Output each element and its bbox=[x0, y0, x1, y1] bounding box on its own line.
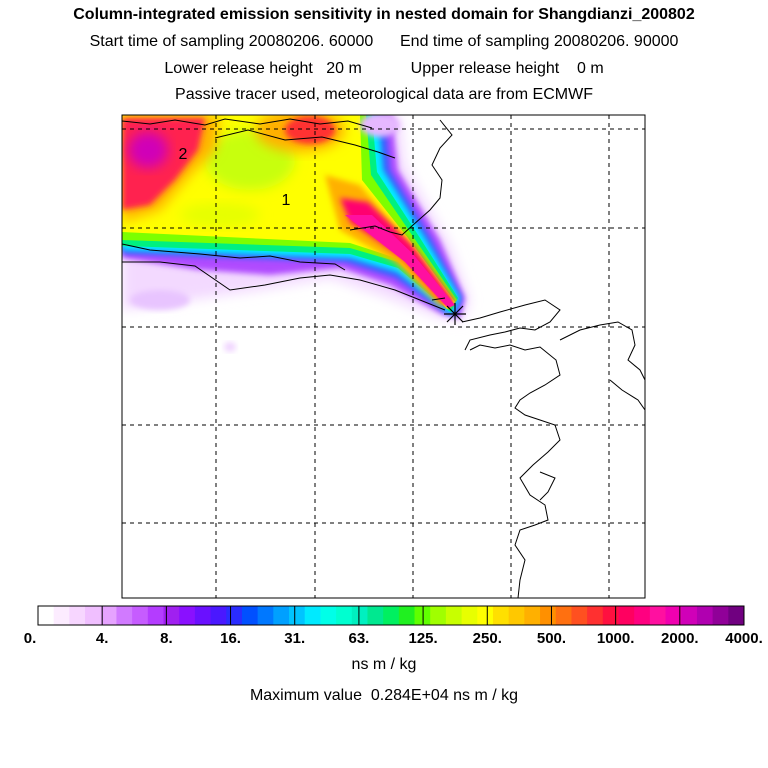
colorbar-swatch bbox=[555, 606, 572, 625]
colorbar-swatch bbox=[336, 606, 353, 625]
colorbar-swatch bbox=[116, 606, 133, 625]
colorbar-swatch bbox=[289, 606, 306, 625]
colorbar-swatch bbox=[587, 606, 604, 625]
colorbar-outline bbox=[37, 605, 745, 626]
plot-title: Column-integrated emission sensitivity i… bbox=[73, 6, 695, 23]
colorbar-swatch bbox=[681, 606, 698, 625]
colorbar-swatch bbox=[241, 606, 259, 625]
asterisk-marker bbox=[444, 303, 466, 325]
colorbar-swatch bbox=[430, 606, 447, 625]
release-height-line: Lower release height 20 m Upper release … bbox=[164, 60, 604, 77]
colorbar-swatch bbox=[540, 606, 557, 625]
colorbar-swatch bbox=[304, 606, 321, 625]
colorbar-swatch bbox=[53, 606, 70, 625]
colorbar-swatch bbox=[649, 606, 667, 625]
colorbar-swatch bbox=[383, 606, 400, 625]
colorbar-swatch bbox=[728, 606, 745, 625]
colorbar-swatch bbox=[351, 606, 368, 625]
colorbar-swatch bbox=[367, 606, 384, 625]
colorbar-swatch bbox=[69, 606, 86, 625]
graticule bbox=[122, 115, 645, 598]
colorbar-swatch bbox=[477, 606, 494, 625]
colorbar-swatch bbox=[273, 606, 290, 625]
colorbar-swatch bbox=[100, 606, 117, 625]
colorbar-tick-label: 2000. bbox=[661, 630, 699, 647]
colorbar-swatch bbox=[132, 606, 149, 625]
colorbar-swatch bbox=[696, 606, 714, 625]
region-label-1: 1 bbox=[282, 192, 291, 209]
colorbar bbox=[37, 605, 745, 626]
colorbar-swatch bbox=[147, 606, 165, 625]
colorbar-tick-label: 8. bbox=[160, 630, 173, 647]
colorbar-tick-label: 0. bbox=[23, 630, 37, 647]
colorbar-swatch bbox=[461, 606, 478, 625]
colorbar-swatch bbox=[257, 606, 274, 625]
colorbar-swatch bbox=[163, 606, 180, 625]
colorbar-swatch bbox=[226, 606, 243, 625]
colorbar-swatch bbox=[179, 606, 196, 625]
colorbar-swatch bbox=[634, 606, 651, 625]
colorbar-tick-label: 250. bbox=[472, 630, 502, 647]
maximum-value-text: Maximum value 0.284E+04 ns m / kg bbox=[249, 687, 519, 704]
colorbar-swatch bbox=[194, 606, 212, 625]
coastlines bbox=[122, 118, 645, 598]
colorbar-tick-label: 1000. bbox=[596, 630, 635, 647]
colorbar-units: ns m / kg bbox=[351, 656, 417, 673]
colorbar-swatch bbox=[665, 606, 682, 625]
colorbar-swatch bbox=[210, 606, 227, 625]
colorbar-swatch bbox=[618, 606, 635, 625]
colorbar-swatch bbox=[524, 606, 541, 625]
colorbar-swatch bbox=[38, 606, 55, 625]
map-frame bbox=[121, 114, 646, 599]
colorbar-tick-label: 31. bbox=[284, 630, 306, 647]
colorbar-tick-label: 63. bbox=[348, 630, 370, 647]
colorbar-tick-label: 4000. bbox=[725, 630, 763, 647]
tracer-info-line: Passive tracer used, meteorological data… bbox=[175, 86, 593, 103]
emission-field bbox=[122, 115, 470, 352]
colorbar-swatch bbox=[571, 606, 588, 625]
colorbar-tick-label: 16. bbox=[220, 630, 241, 647]
colorbar-swatch bbox=[320, 606, 337, 625]
colorbar-swatch bbox=[85, 606, 102, 625]
colorbar-swatch bbox=[398, 606, 416, 625]
colorbar-swatch bbox=[492, 606, 510, 625]
colorbar-swatch bbox=[445, 606, 463, 625]
sampling-time-line: Start time of sampling 20080206. 60000 E… bbox=[89, 33, 679, 50]
region-label-2: 2 bbox=[179, 146, 188, 163]
colorbar-tick-label: 125. bbox=[408, 630, 438, 647]
colorbar-tick-label: 500. bbox=[536, 630, 567, 647]
colorbar-swatch bbox=[508, 606, 525, 625]
colorbar-tick-label: 4. bbox=[95, 630, 109, 647]
colorbar-swatch bbox=[602, 606, 619, 625]
colorbar-swatch bbox=[712, 606, 729, 625]
